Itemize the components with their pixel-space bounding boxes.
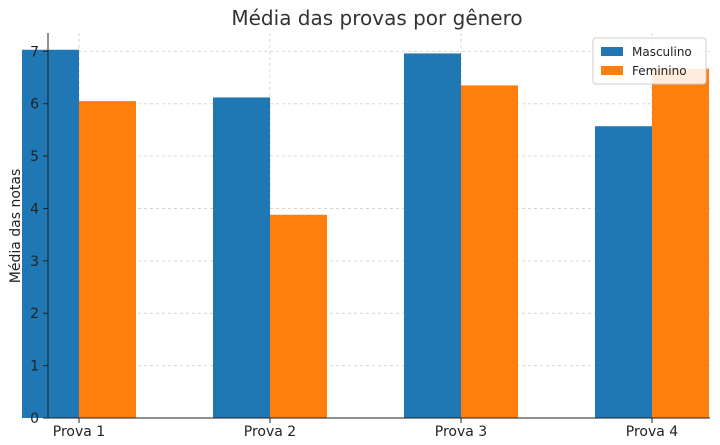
chart-title: Média das provas por gênero — [231, 6, 522, 30]
y-tick-label: 1 — [30, 359, 39, 375]
bar-feminino-4 — [652, 68, 709, 418]
y-tick-label: 7 — [30, 44, 39, 60]
x-tick-label: Prova 2 — [244, 424, 296, 440]
bar-feminino-1 — [79, 101, 136, 418]
x-tick-label: Prova 1 — [53, 424, 105, 440]
legend-label-masculino: Masculino — [632, 45, 692, 59]
x-tick-label: Prova 3 — [435, 424, 487, 440]
bar-masculino-1 — [22, 49, 79, 419]
bar-masculino-3 — [404, 53, 461, 419]
axes: 0 1 2 3 4 5 6 7 Prova 1 Prova 2 Prova 3 Prova 4 — [30, 33, 710, 440]
legend-swatch-feminino — [601, 66, 623, 75]
y-tick-label: 6 — [30, 97, 39, 113]
legend: Masculino Feminino — [592, 37, 707, 85]
y-tick-label: 3 — [30, 254, 39, 270]
y-tick-label: 5 — [30, 149, 39, 165]
bar-feminino-2 — [270, 214, 327, 418]
y-tick-label: 2 — [30, 306, 39, 322]
bar-feminino-3 — [461, 85, 518, 418]
y-axis-label: Média das notas — [8, 169, 24, 284]
bar-masculino-4 — [595, 126, 652, 418]
legend-swatch-masculino — [601, 47, 623, 56]
legend-label-feminino: Feminino — [632, 64, 687, 78]
bar-masculino-2 — [213, 97, 270, 418]
y-tick-label: 0 — [30, 411, 39, 427]
x-tick-label: Prova 4 — [626, 424, 679, 440]
bars — [22, 49, 709, 419]
y-tick-label: 4 — [30, 201, 39, 217]
